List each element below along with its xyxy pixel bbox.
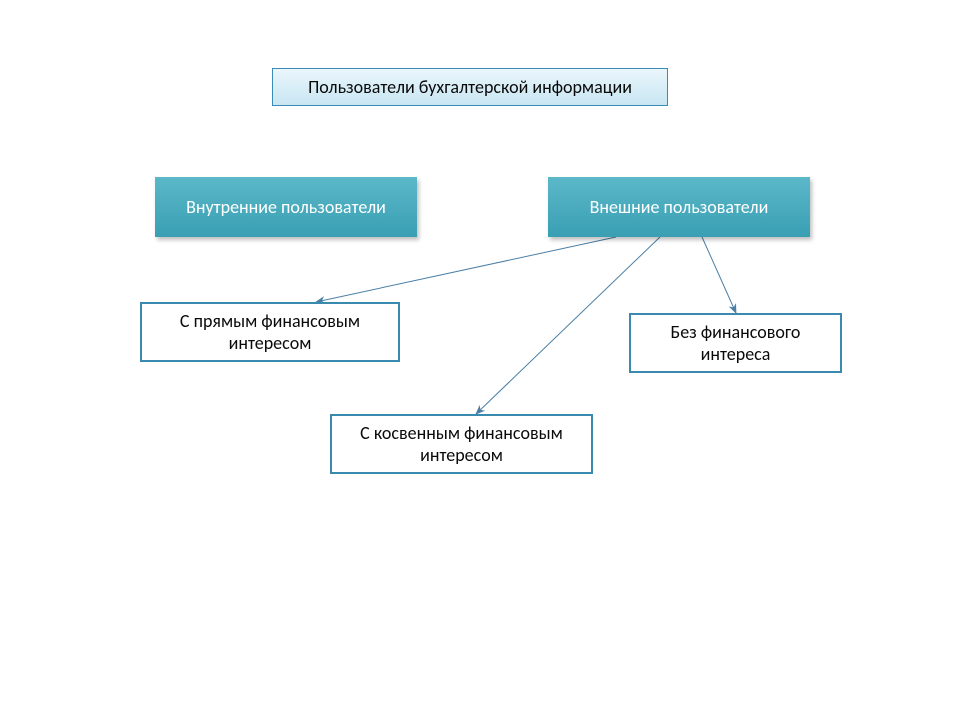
node-internal-users: Внутренние пользователи (155, 177, 417, 237)
edge-external-direct (316, 237, 616, 302)
node-indirect-interest: С косвенным финансовым интересом (330, 414, 593, 474)
node-title: Пользователи бухгалтерской информации (272, 68, 668, 106)
diagram-canvas: { "diagram": { "type": "tree", "backgrou… (0, 0, 960, 720)
edge-external-none (702, 237, 736, 313)
node-no-interest: Без финансового интереса (629, 313, 842, 373)
node-external-users: Внешние пользователи (548, 177, 810, 237)
node-direct-interest: С прямым финансовым интересом (140, 302, 400, 362)
